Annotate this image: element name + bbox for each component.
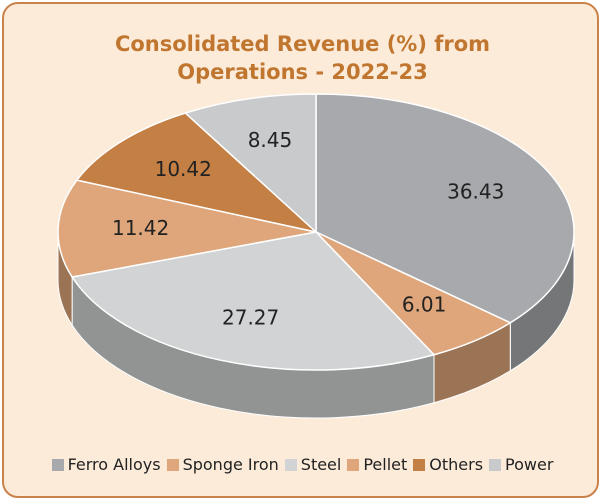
data-label: 27.27 <box>222 306 279 330</box>
legend-label: Power <box>505 455 554 474</box>
legend-swatch <box>284 458 297 471</box>
data-label: 11.42 <box>112 216 169 240</box>
legend-item: Power <box>489 455 553 474</box>
data-label: 8.45 <box>248 128 293 152</box>
slice <box>57 179 317 278</box>
legend-label: Others <box>429 455 484 474</box>
chart-title: Consolidated Revenue (%) from Operations… <box>114 32 491 84</box>
legend-swatch <box>347 458 360 471</box>
legend-swatch <box>51 458 64 471</box>
slice <box>75 112 319 234</box>
data-label: 10.42 <box>155 157 212 181</box>
legend-item: Sponge Iron <box>166 455 279 474</box>
legend-item: Pellet <box>347 455 407 474</box>
legend-label: Sponge Iron <box>182 455 279 474</box>
legend-item: Steel <box>284 455 342 474</box>
legend-swatch <box>413 458 426 471</box>
data-label: 36.43 <box>447 180 504 204</box>
legend-swatch <box>166 458 179 471</box>
legend-label: Ferro Alloys <box>67 455 161 474</box>
legend-swatch <box>489 458 502 471</box>
slice <box>315 93 575 324</box>
legend-item: Others <box>413 455 483 474</box>
legend-label: Pellet <box>363 455 408 474</box>
data-label: 6.01 <box>402 292 447 316</box>
legend: Ferro Alloys Sponge Iron Steel Pellet Others… <box>0 455 605 474</box>
legend-item: Ferro Alloys <box>51 455 161 474</box>
slice <box>183 93 317 234</box>
legend-label: Steel <box>300 455 342 474</box>
slice <box>70 231 436 371</box>
